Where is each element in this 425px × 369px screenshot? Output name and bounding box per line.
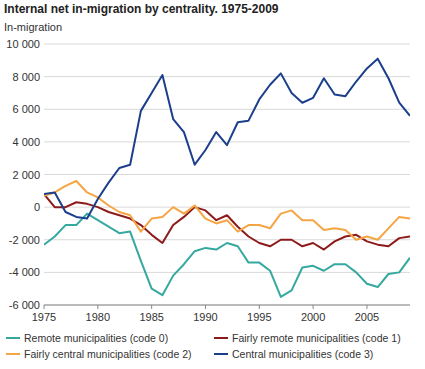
series-line [44,214,410,297]
grid-line [44,44,410,45]
title: Internal net in-migration by centrality.… [4,2,279,16]
x-tick [366,305,367,309]
legend-swatch [6,337,20,339]
grid-line [44,76,410,77]
grid-line [44,305,410,306]
legend-swatch [214,337,228,339]
x-tick-label: 1995 [247,311,271,323]
y-tick-label: 8 000 [12,71,40,83]
x-tick [97,305,98,309]
y-tick-label: 2 000 [12,169,40,181]
x-tick [151,305,152,309]
x-tick-label: 1975 [32,311,56,323]
legend-label: Fairly remote municipalities (code 1) [232,332,401,344]
series-line [44,59,410,219]
y-tick-label: 4 000 [12,136,40,148]
y-tick-label: 10 000 [6,38,40,50]
x-tick [313,305,314,309]
y-label: In-migration [4,21,62,33]
x-tick-label: 1990 [193,311,217,323]
legend-swatch [214,353,228,355]
grid-line [44,141,410,142]
y-tick-label: -2 000 [9,234,40,246]
y-tick-label: 0 [34,201,40,213]
chart: Internal net in-migration by centrality.… [0,0,425,369]
x-axis [44,305,410,306]
x-tick-label: 2000 [301,311,325,323]
x-tick [259,305,260,309]
y-tick-label: -6 000 [9,299,40,311]
y-tick-label: -4 000 [9,266,40,278]
legend-label: Remote municipalities (code 0) [24,332,168,344]
x-tick-label: 1980 [86,311,110,323]
series-line [44,194,410,249]
legend-swatch [6,353,20,355]
y-tick-label: 6 000 [12,103,40,115]
x-tick-label: 1985 [139,311,163,323]
grid-line [44,109,410,110]
x-tick-label: 2005 [355,311,379,323]
series-line [44,181,410,240]
legend-label: Fairly central municipalities (code 2) [24,348,191,360]
grid-line [44,174,410,175]
x-tick [44,305,45,309]
legend-label: Central municipalities (code 3) [232,348,373,360]
x-tick [205,305,206,309]
plot-area [44,59,410,297]
